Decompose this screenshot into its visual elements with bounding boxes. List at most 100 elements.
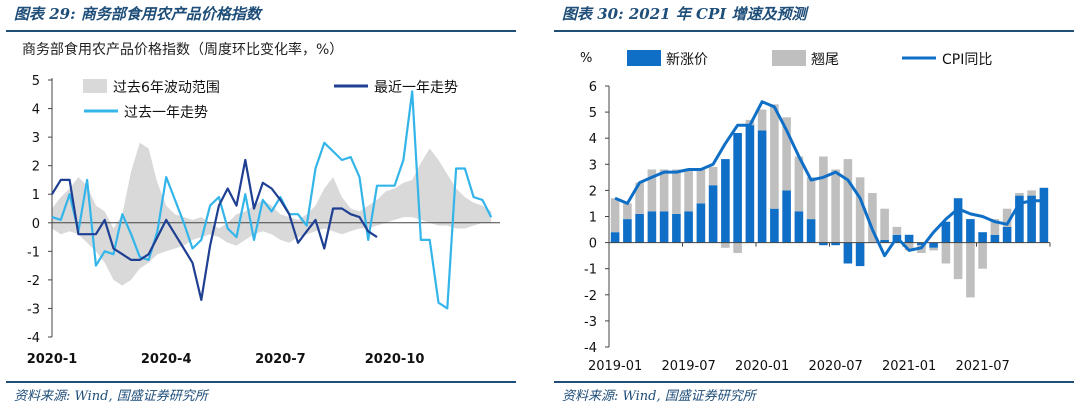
bar-carryover xyxy=(647,169,657,212)
bar-new-price xyxy=(843,242,853,264)
bar-new-price xyxy=(1039,187,1049,243)
y-tick-label: 3 xyxy=(589,158,597,173)
y-tick-label: 0 xyxy=(32,217,40,232)
bar-carryover xyxy=(843,159,853,243)
left-source-note: 资料来源: Wind, 国盛证券研究所 xyxy=(14,389,208,404)
bar-new-price xyxy=(696,203,706,243)
bar-new-price xyxy=(831,242,840,246)
band-area-past-6-years xyxy=(52,142,492,286)
left-figure-title: 图表 29: 商务部食用农产品价格指数 xyxy=(14,5,261,23)
bar-carryover xyxy=(1002,208,1012,227)
bar-carryover xyxy=(929,247,938,251)
y-tick-label: 5 xyxy=(32,74,40,89)
bar-carryover xyxy=(868,193,877,243)
y-tick-label: 1 xyxy=(32,188,40,203)
legend-label-past: 过去一年走势 xyxy=(124,105,208,121)
y-tick-label: 0 xyxy=(589,237,597,252)
bar-carryover xyxy=(1027,190,1036,196)
x-tick-label: 2021-01 xyxy=(882,359,936,374)
x-tick-label: 2020-01 xyxy=(735,359,789,374)
right-figure: 图表 30: 2021 年 CPI 增速及预测 6 5 4 3 2 1 0 -1 -2 -3 -4%… xyxy=(548,0,1080,408)
bar-new-price xyxy=(855,242,865,267)
left-bottom-rule xyxy=(6,381,516,383)
y-tick-label: 1 xyxy=(589,211,597,226)
bar-new-price xyxy=(623,219,632,243)
y-tick-label: 6 xyxy=(589,80,597,95)
bar-carryover xyxy=(757,109,767,131)
x-tick-label: 2020-1 xyxy=(27,352,78,367)
legend-label-band: 过去6年波动范围 xyxy=(113,79,220,96)
y-tick-label: -4 xyxy=(584,341,597,356)
bar-carryover xyxy=(672,169,681,214)
y-tick-label: -2 xyxy=(584,289,597,304)
bar-carryover xyxy=(610,198,620,233)
bar-new-price xyxy=(635,213,644,243)
left-chart-subtitle: 商务部食用农产品价格指数（周度环比变化率，%） xyxy=(22,42,344,58)
bar-new-price xyxy=(721,159,730,243)
bar-new-price xyxy=(990,234,1000,243)
bar-new-price xyxy=(904,234,914,243)
bar-new-price xyxy=(684,211,693,243)
bar-carryover xyxy=(1015,193,1024,196)
bar-carryover xyxy=(978,242,987,269)
y-axis-unit-label: % xyxy=(580,51,592,66)
bar-new-price xyxy=(1015,195,1024,243)
bar-carryover xyxy=(794,156,804,212)
left-figure: 图表 29: 商务部食用农产品价格指数 商务部食用农产品价格指数（周度环比变化率… xyxy=(0,0,522,408)
bar-carryover xyxy=(721,242,730,248)
y-tick-label: 5 xyxy=(589,106,597,121)
x-tick-label: 2019-01 xyxy=(588,359,642,374)
legend-label-new: 新涨价 xyxy=(666,52,708,68)
bar-new-price xyxy=(610,232,620,243)
y-tick-label: 2 xyxy=(589,184,597,199)
y-tick-label: 4 xyxy=(32,103,40,118)
bar-carryover xyxy=(733,242,742,253)
bar-new-price xyxy=(672,213,681,243)
bar-carryover xyxy=(696,169,706,204)
bar-new-price xyxy=(929,242,938,248)
bar-carryover xyxy=(880,208,889,240)
y-tick-label: -3 xyxy=(584,315,597,330)
x-tick-label: 2020-4 xyxy=(141,352,192,367)
bar-carryover xyxy=(684,169,693,212)
bar-new-price xyxy=(917,242,926,246)
bar-new-price xyxy=(819,242,828,246)
bar-new-price xyxy=(770,208,779,243)
x-tick-label: 2019-07 xyxy=(661,359,715,374)
bar-new-price xyxy=(880,240,889,243)
series-line-past xyxy=(51,90,493,310)
right-chart: 6 5 4 3 2 1 0 -1 -2 -3 -4% 2019-01 2019-07 2020-01 202… xyxy=(580,50,1051,374)
bar-new-price xyxy=(941,221,951,243)
left-chart: 5 4 3 2 1 0 -1 -2 -3 -4 2020-1 2020-4 2020-7 2020-10 过… xyxy=(27,74,500,367)
bar-new-price xyxy=(745,125,755,243)
x-tick-label: 2020-7 xyxy=(255,352,306,367)
bar-new-price xyxy=(794,211,804,243)
bar-carryover xyxy=(831,169,840,243)
bar-new-price xyxy=(978,232,987,243)
bar-new-price xyxy=(806,219,816,243)
bar-carryover xyxy=(941,242,951,264)
bar-carryover xyxy=(953,242,963,280)
bar-carryover xyxy=(904,242,914,251)
y-tick-label: -4 xyxy=(27,331,40,346)
right-source-note: 资料来源: Wind, 国盛证券研究所 xyxy=(562,389,756,404)
bar-carryover xyxy=(966,242,975,298)
legend-label-recent: 最近一年走势 xyxy=(374,80,458,96)
series-line-recent xyxy=(51,158,378,301)
bar-carryover xyxy=(659,169,669,212)
x-tick-label: 2020-07 xyxy=(808,359,862,374)
y-tick-label: -3 xyxy=(27,302,40,317)
right-top-rule xyxy=(554,30,1074,32)
bar-carryover xyxy=(892,226,902,235)
bar-new-price xyxy=(659,211,669,243)
legend-swatch-carry xyxy=(772,50,806,66)
bar-new-price xyxy=(708,185,718,243)
bar-carryover xyxy=(770,104,779,209)
bar-new-price xyxy=(1002,226,1012,243)
bar-new-price xyxy=(966,219,975,243)
legend-swatch-band xyxy=(83,79,107,93)
y-tick-label: -1 xyxy=(584,263,597,278)
bar-new-price xyxy=(757,130,767,243)
bar-new-price xyxy=(953,198,963,243)
y-tick-label: 2 xyxy=(32,160,40,175)
